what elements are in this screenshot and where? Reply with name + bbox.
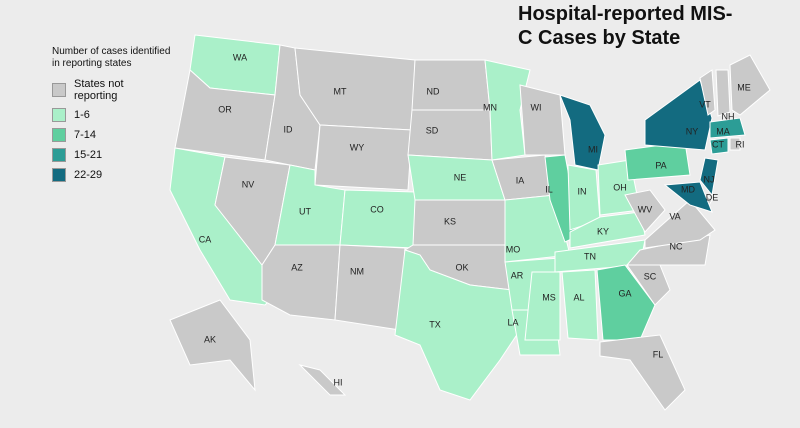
state — [709, 137, 729, 155]
state-label: MD — [681, 184, 695, 194]
state-label: FL — [653, 349, 664, 359]
legend-swatch — [52, 148, 66, 162]
state — [169, 299, 256, 392]
legend: Number of cases identified in reporting … — [52, 46, 172, 188]
state-label: PA — [655, 160, 666, 170]
state-label: WV — [638, 204, 653, 214]
state-label: AZ — [291, 262, 303, 272]
state — [644, 199, 716, 249]
state-label: GA — [618, 288, 631, 298]
state-label: AK — [204, 334, 216, 344]
legend-swatch — [52, 168, 66, 182]
state-label: AR — [511, 270, 524, 280]
state — [663, 181, 713, 213]
state-label: LA — [507, 317, 518, 327]
state-label: ID — [284, 124, 294, 134]
legend-label: 15-21 — [74, 149, 103, 161]
state-label: CA — [199, 234, 212, 244]
legend-title: Number of cases identified in reporting … — [52, 46, 171, 69]
state-label: UT — [299, 206, 311, 216]
state — [644, 79, 713, 151]
state — [699, 69, 716, 116]
state — [699, 157, 719, 197]
state-label: CT — [712, 139, 724, 149]
state-label: OR — [218, 104, 232, 114]
legend-swatch — [52, 108, 66, 122]
state-label: NV — [242, 179, 255, 189]
legend-label: 1-6 — [74, 109, 90, 121]
state — [519, 84, 566, 156]
state — [411, 59, 491, 111]
state — [561, 269, 599, 341]
state-label: KS — [444, 216, 456, 226]
state-label: IN — [578, 186, 587, 196]
state — [709, 117, 746, 139]
state-label: HI — [334, 377, 343, 387]
legend-label: 22-29 — [74, 169, 103, 181]
state-label: NJ — [704, 174, 715, 184]
legend-item: 7-14 — [52, 128, 172, 142]
state-label: TX — [429, 319, 441, 329]
state-label: MA — [716, 126, 730, 136]
state-label: DE — [706, 192, 719, 202]
state — [729, 137, 741, 151]
state-label: ME — [737, 82, 751, 92]
state — [599, 334, 686, 411]
state-label: NM — [350, 266, 364, 276]
state-label: NY — [686, 126, 699, 136]
title: Hospital-reported MIS-C Cases by State — [518, 3, 733, 49]
state-label: VT — [699, 99, 711, 109]
state-label: WA — [233, 52, 247, 62]
state-label: OK — [455, 262, 468, 272]
state — [339, 189, 416, 249]
state-label: MS — [542, 292, 556, 302]
state-label: IA — [516, 175, 525, 185]
state-label: NC — [670, 241, 683, 251]
state-label: IL — [545, 184, 553, 194]
state — [624, 189, 666, 233]
state — [596, 264, 656, 341]
state — [261, 244, 341, 321]
state — [729, 54, 771, 116]
state — [298, 364, 347, 396]
state-label: OH — [613, 182, 627, 192]
state — [394, 249, 521, 401]
state-label: NH — [722, 111, 735, 121]
legend-swatch — [52, 128, 66, 142]
legend-item: 1-6 — [52, 108, 172, 122]
state-label: SD — [426, 125, 439, 135]
state — [559, 94, 606, 171]
state-label: CO — [370, 204, 384, 214]
legend-label: 7-14 — [74, 129, 97, 141]
state-label: MT — [334, 86, 347, 96]
state-label: ND — [427, 86, 440, 96]
state — [314, 124, 413, 191]
state-label: SC — [644, 271, 657, 281]
state-label: AL — [573, 292, 584, 302]
state-label: RI — [736, 139, 745, 149]
state — [407, 109, 493, 161]
legend-item: States not reporting — [52, 78, 172, 102]
state-label: MO — [506, 244, 521, 254]
state-label: NE — [454, 172, 467, 182]
state — [715, 69, 731, 117]
state-label: WY — [350, 142, 365, 152]
state — [334, 244, 406, 331]
legend-item: 15-21 — [52, 148, 172, 162]
legend-label: States not reporting — [74, 78, 124, 102]
state-label: MI — [588, 144, 598, 154]
state — [524, 271, 561, 341]
state-label: TN — [584, 251, 596, 261]
legend-swatch — [52, 83, 66, 97]
legend-item: 22-29 — [52, 168, 172, 182]
state-label: MN — [483, 102, 497, 112]
state-label: KY — [597, 226, 609, 236]
state-label: WI — [531, 102, 542, 112]
state — [412, 199, 506, 246]
state-label: VA — [669, 211, 680, 221]
